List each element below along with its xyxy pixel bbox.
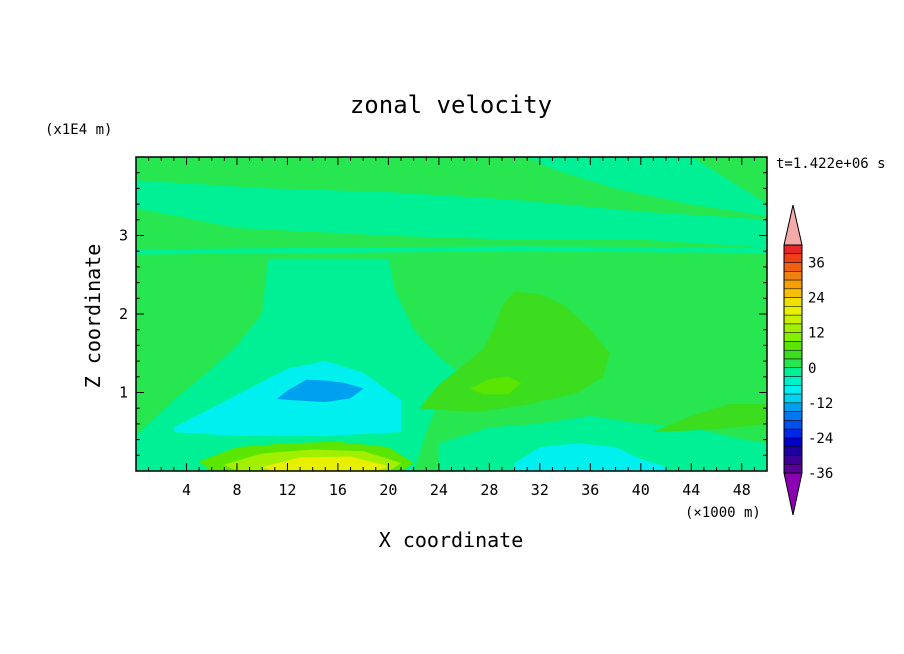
x-tick-label: 16 <box>329 481 347 499</box>
contour-region-right-lower-cyan <box>514 443 667 471</box>
colorbar-segment <box>783 341 803 351</box>
x-tick-label: 28 <box>480 481 498 499</box>
colorbar-tick-label: -24 <box>808 431 833 447</box>
x-unit-label: (×1000 m) <box>685 505 761 521</box>
colorbar-segment <box>783 402 803 412</box>
colorbar-segment <box>783 463 803 474</box>
plot-area <box>135 156 768 472</box>
x-tick-label: 4 <box>182 481 191 499</box>
contour-region-upper-teal-band <box>136 180 767 248</box>
colorbar-max-arrow <box>783 204 803 246</box>
colorbar-segment <box>783 323 803 333</box>
colorbar-segment <box>783 288 803 298</box>
contour-region-blue-core <box>276 379 364 403</box>
y-unit-label: (x1E4 m) <box>45 122 112 138</box>
x-tick-label: 40 <box>632 481 650 499</box>
colorbar-segment <box>783 306 803 316</box>
colorbar-tick-label: 12 <box>808 326 825 342</box>
colorbar-tick-label: 24 <box>808 291 825 307</box>
time-label: t=1.422e+06 s <box>776 156 886 172</box>
x-tick-label: 20 <box>379 481 397 499</box>
x-tick-label: 44 <box>682 481 700 499</box>
colorbar-tick-label: 0 <box>808 361 816 377</box>
colorbar-segment <box>783 271 803 281</box>
y-tick-label: 3 <box>119 227 128 245</box>
colorbar-segment <box>783 297 803 307</box>
colorbar-segment <box>783 455 803 465</box>
colorbar-tick-label: -36 <box>808 466 833 482</box>
x-tick-label: 24 <box>430 481 448 499</box>
x-tick-label: 8 <box>232 481 241 499</box>
contour-region-upper-right-teal-wedge <box>527 157 767 217</box>
colorbar-segment <box>783 428 803 439</box>
colorbar-tick-label: -12 <box>808 396 833 412</box>
colorbar-segment <box>783 393 803 404</box>
colorbar-segment <box>783 253 803 263</box>
x-axis: 4 8 12 16 20 24 28 32 36 40 44 48 <box>148 157 755 499</box>
contour-region-thin-teal-stripe <box>136 246 767 255</box>
colorbar-segment <box>783 420 803 430</box>
colorbar-tick-label: 36 <box>808 256 825 272</box>
contour-region-lime-right-tongue <box>653 404 767 433</box>
colorbar-frame <box>783 244 803 474</box>
colorbar-segment <box>783 446 803 456</box>
colorbar-segment <box>783 411 803 421</box>
colorbar-min-arrow <box>783 472 803 516</box>
contour-region-lime-bulge <box>419 291 610 413</box>
x-tick-label: 48 <box>733 481 751 499</box>
colorbar: 36 24 12 0 -12 -24 -36 <box>783 204 833 516</box>
colorbar-segment <box>783 385 803 395</box>
chart-title: zonal velocity <box>350 91 552 119</box>
colorbar-segment <box>783 279 803 290</box>
colorbar-segment <box>783 437 803 447</box>
y-tick-label: 2 <box>119 305 128 323</box>
colorbar-segment <box>783 332 803 342</box>
y-tick-label: 1 <box>119 384 128 402</box>
y-axis: 1 2 3 <box>119 172 767 456</box>
colorbar-segment <box>783 349 803 360</box>
x-tick-label: 32 <box>531 481 549 499</box>
colorbar-segment <box>783 262 803 272</box>
y-axis-label: Z coordinate <box>81 244 105 389</box>
x-axis-label: X coordinate <box>379 528 524 552</box>
colorbar-segment <box>783 314 803 325</box>
colorbar-segment <box>783 376 803 386</box>
colorbar-segment <box>783 358 803 369</box>
x-tick-label: 36 <box>581 481 599 499</box>
contour-region-lime-core <box>469 376 522 395</box>
x-tick-label: 12 <box>278 481 296 499</box>
colorbar-segment <box>783 367 803 377</box>
colorbar-segment <box>783 244 803 255</box>
